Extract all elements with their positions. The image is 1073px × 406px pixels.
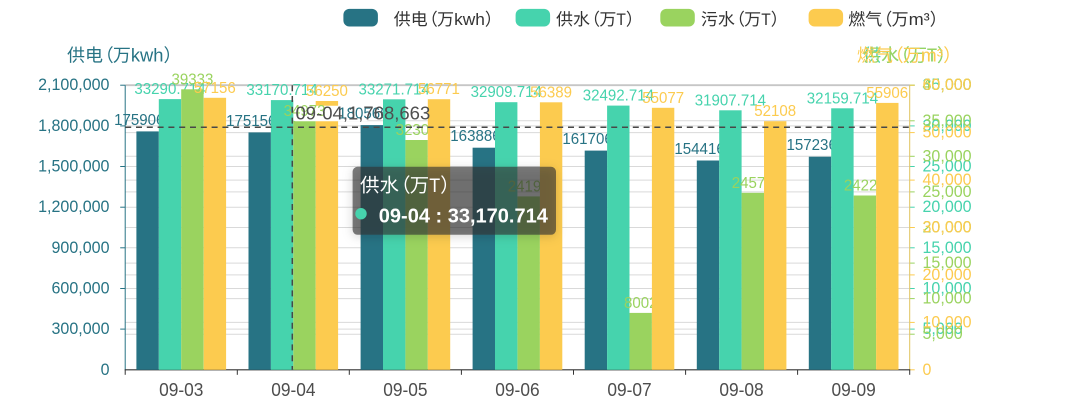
- svg-text:24571: 24571: [732, 175, 774, 192]
- svg-text:32159.714: 32159.714: [807, 90, 878, 107]
- svg-text:55906: 55906: [866, 85, 908, 102]
- svg-text:30,000: 30,000: [923, 146, 972, 165]
- svg-text:39333: 39333: [172, 71, 214, 88]
- svg-text:60,000: 60,000: [923, 75, 972, 94]
- svg-text:10,000: 10,000: [923, 289, 972, 308]
- svg-text:57156: 57156: [194, 80, 236, 97]
- svg-text:56250: 56250: [306, 83, 348, 100]
- svg-text:15,000: 15,000: [923, 238, 972, 257]
- svg-text:34973: 34973: [284, 103, 326, 120]
- svg-text:09-09: 09-09: [832, 380, 876, 400]
- svg-text:T: T: [429, 175, 440, 197]
- svg-text:20,000: 20,000: [923, 218, 972, 237]
- svg-text:T: T: [927, 46, 937, 66]
- svg-text:32909.714: 32909.714: [471, 84, 542, 101]
- svg-text:56389: 56389: [530, 84, 572, 101]
- svg-text:35,000: 35,000: [923, 111, 972, 130]
- svg-text:56771: 56771: [418, 81, 460, 98]
- svg-text:40,000: 40,000: [923, 75, 972, 94]
- svg-text:32492.714: 32492.714: [583, 88, 654, 105]
- svg-text:300,000: 300,000: [52, 319, 110, 338]
- svg-text:55077: 55077: [642, 90, 684, 107]
- svg-text:33170.714: 33170.714: [246, 82, 317, 99]
- svg-text:20,000: 20,000: [923, 265, 972, 284]
- svg-text:1,200,000: 1,200,000: [38, 197, 109, 216]
- svg-text:30,000: 30,000: [923, 116, 972, 135]
- svg-text:10,000: 10,000: [923, 279, 972, 298]
- svg-text:10,000: 10,000: [923, 312, 972, 331]
- svg-text:50,000: 50,000: [923, 123, 972, 142]
- svg-text:m³: m³: [909, 10, 930, 29]
- svg-text:2,100,000: 2,100,000: [38, 75, 109, 94]
- svg-text:5,000: 5,000: [923, 319, 963, 338]
- svg-text:8002: 8002: [624, 295, 658, 312]
- svg-text:40,000: 40,000: [923, 170, 972, 189]
- svg-text:32302: 32302: [396, 122, 438, 139]
- svg-text:1,800,000: 1,800,000: [38, 116, 109, 135]
- svg-text:0: 0: [101, 360, 110, 379]
- svg-text:09-03: 09-03: [159, 380, 203, 400]
- svg-text:kwh: kwh: [131, 46, 164, 66]
- svg-text:33271.714: 33271.714: [359, 81, 430, 98]
- svg-text:52108: 52108: [754, 103, 796, 120]
- svg-text:T: T: [927, 46, 937, 66]
- svg-text:09-08: 09-08: [719, 380, 763, 400]
- svg-text:900,000: 900,000: [52, 238, 110, 257]
- svg-text:09-07: 09-07: [607, 380, 651, 400]
- svg-text:kwh: kwh: [454, 10, 485, 29]
- svg-text:09-04 : 33,170.714: 09-04 : 33,170.714: [379, 205, 549, 227]
- svg-text:25,000: 25,000: [923, 157, 972, 176]
- svg-text:T: T: [616, 10, 626, 29]
- svg-text:30,000: 30,000: [923, 218, 972, 237]
- svg-text:35,000: 35,000: [923, 75, 972, 94]
- svg-text:15,000: 15,000: [923, 253, 972, 272]
- svg-text:20,000: 20,000: [923, 197, 972, 216]
- svg-text:1,500,000: 1,500,000: [38, 157, 109, 176]
- svg-text:09-04,1,768,663: 09-04,1,768,663: [296, 102, 431, 123]
- svg-text:24220: 24220: [844, 178, 886, 195]
- svg-text:m³: m³: [921, 46, 943, 66]
- svg-text:25,000: 25,000: [923, 182, 972, 201]
- svg-text:18056638: 18056638: [338, 106, 405, 123]
- svg-text:31907.714: 31907.714: [695, 92, 766, 109]
- svg-text:600,000: 600,000: [52, 279, 110, 298]
- svg-text:T: T: [761, 10, 771, 29]
- svg-text:0: 0: [923, 360, 932, 379]
- svg-text:09-06: 09-06: [495, 380, 539, 400]
- svg-text:09-05: 09-05: [383, 380, 427, 400]
- svg-text:5,000: 5,000: [923, 324, 963, 343]
- svg-text:09-04: 09-04: [271, 380, 315, 400]
